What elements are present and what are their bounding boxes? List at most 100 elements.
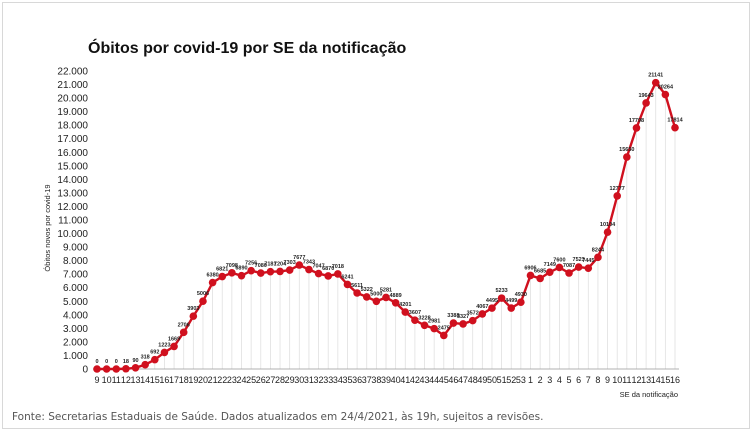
x-tick-label: 48 [468, 375, 478, 385]
y-tick-label: 12.000 [57, 202, 88, 213]
x-tick-label: 7 [586, 375, 591, 385]
x-tick-label: 37 [362, 375, 372, 385]
data-point [314, 269, 323, 278]
x-tick-label: 10 [102, 375, 112, 385]
y-tick-label: 3.000 [63, 324, 88, 335]
y-tick-label: 21.000 [57, 80, 88, 91]
x-tick-label: 45 [439, 375, 449, 385]
data-point [565, 269, 573, 277]
x-tick-label: 27 [265, 375, 275, 385]
data-label: 17798 [629, 118, 644, 124]
data-label: 5611 [351, 283, 363, 289]
data-point [517, 298, 525, 307]
y-tick-label: 11.000 [58, 216, 88, 227]
data-point [295, 261, 304, 269]
y-tick-label: 14.000 [57, 175, 88, 186]
x-tick-label: 14 [651, 375, 661, 385]
data-label: 1223 [158, 342, 170, 348]
data-point [507, 304, 516, 312]
data-point [189, 312, 198, 320]
y-tick-label: 8.000 [63, 256, 88, 267]
y-tick-label: 16.000 [57, 148, 88, 159]
data-label: 7523 [573, 257, 585, 263]
data-label: 6890 [235, 266, 247, 272]
x-tick-label: 38 [371, 375, 381, 385]
data-label: 6685 [534, 268, 546, 274]
data-point [545, 268, 554, 276]
data-label: 7080 [255, 263, 267, 269]
data-label: 5000 [370, 291, 382, 297]
x-tick-label: 21 [208, 375, 218, 385]
data-label: 7087 [563, 263, 575, 269]
data-point [362, 293, 371, 301]
data-point [266, 267, 275, 276]
x-tick-label: 52 [506, 375, 516, 385]
data-label: 4499 [505, 298, 517, 304]
y-tick-label: 10.000 [57, 229, 88, 240]
data-point [151, 355, 159, 364]
x-tick-label: 8 [595, 375, 600, 385]
x-tick-label: 25 [246, 375, 256, 385]
data-label: 2981 [428, 319, 440, 325]
x-tick-label: 9 [605, 375, 610, 385]
y-tick-label: 17.000 [57, 134, 88, 145]
data-label: 18 [123, 359, 129, 365]
data-point [594, 253, 602, 262]
data-label: 4495 [486, 298, 498, 304]
y-axis-ticks: 0 1.000 2.000 3.000 4.000 5.000 6.000 7.000 8.00… [57, 67, 88, 376]
y-tick-label: 19.000 [57, 107, 88, 118]
data-point [623, 153, 631, 161]
data-label: 7600 [553, 257, 565, 263]
data-point [179, 328, 188, 337]
x-tick-label: 9 [94, 375, 99, 385]
data-point [353, 289, 361, 297]
x-tick-label: 32 [314, 375, 324, 385]
x-axis-ticks: 9 10 11 12 13 14 15 16 17 18 19 20 21 22 23 24 25 26 27 28 2… [94, 375, 680, 385]
data-point [122, 364, 130, 373]
data-point [334, 270, 342, 278]
data-label: 10104 [600, 222, 616, 228]
x-tick-label: 15 [660, 375, 670, 385]
x-tick-label: 28 [275, 375, 285, 385]
data-point [141, 360, 149, 369]
data-point [276, 267, 284, 276]
data-point [131, 363, 140, 372]
x-tick-label: 17 [169, 375, 179, 385]
x-tick-label: 6 [576, 375, 581, 385]
data-point [218, 272, 227, 281]
y-tick-label: 20.000 [57, 94, 88, 105]
x-tick-label: 26 [256, 375, 266, 385]
x-tick-label: 34 [333, 375, 343, 385]
data-point [430, 324, 438, 333]
data-point [199, 297, 207, 305]
x-tick-label: 41 [400, 375, 410, 385]
x-tick-label: 13 [641, 375, 651, 385]
data-point [391, 298, 400, 307]
y-tick-label: 0 [82, 365, 88, 376]
data-label: 3572 [467, 311, 479, 317]
data-label: 4889 [390, 293, 402, 299]
data-label: 3327 [457, 314, 469, 320]
data-point [228, 269, 236, 277]
y-tick-label: 15.000 [57, 161, 88, 172]
data-point [468, 316, 477, 325]
x-tick-label: 35 [342, 375, 352, 385]
data-point [420, 321, 429, 330]
x-axis-label: SE da notificação [620, 390, 678, 399]
x-tick-label: 5 [567, 375, 572, 385]
y-tick-label: 6.000 [63, 283, 88, 294]
data-label: 5322 [361, 287, 373, 293]
data-label: 3607 [409, 310, 421, 316]
y-tick-label: 2.000 [63, 337, 88, 348]
x-tick-label: 43 [420, 375, 430, 385]
data-label: 6380 [206, 273, 218, 279]
data-label: 7149 [544, 262, 556, 268]
data-point [237, 271, 246, 280]
x-tick-label: 16 [159, 375, 169, 385]
data-point [343, 280, 352, 289]
y-tick-label: 4.000 [63, 310, 88, 321]
data-label: 5281 [380, 287, 392, 293]
y-tick-label: 13.000 [57, 188, 88, 199]
